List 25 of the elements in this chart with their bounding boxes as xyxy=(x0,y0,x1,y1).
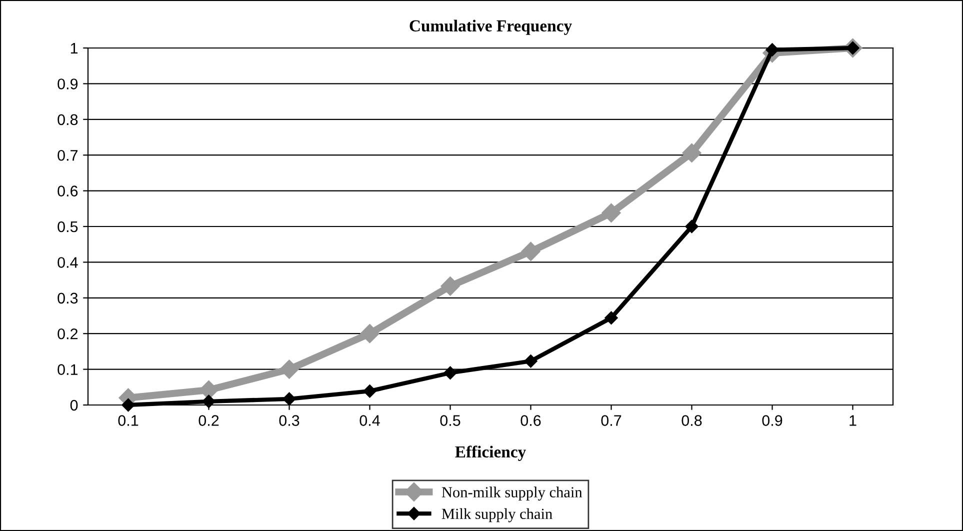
x-tick-label: 0.3 xyxy=(279,415,300,426)
y-tick-label: 0.1 xyxy=(58,364,78,375)
y-tick-label: 0 xyxy=(70,400,78,411)
x-tick-label: 0.5 xyxy=(440,415,460,426)
x-tick-label: 1 xyxy=(850,415,856,426)
x-tick-label: 0.4 xyxy=(360,415,380,426)
y-tick-label: 0.9 xyxy=(58,78,78,90)
x-axis-title: Efficiency xyxy=(455,446,526,461)
y-tick-label: 0.3 xyxy=(58,292,78,304)
x-tick-label: 0.7 xyxy=(601,415,622,426)
x-tick-label: 0.6 xyxy=(520,415,541,426)
y-tick-label: 0.4 xyxy=(58,257,78,268)
chart-title: Cumulative Frequency xyxy=(410,20,572,35)
legend-label: Non-milk supply chain xyxy=(442,486,582,501)
legend-label: Milk supply chain xyxy=(442,508,552,522)
y-tick-label: 0.6 xyxy=(58,186,78,196)
y-tick-label: 0.2 xyxy=(58,328,78,340)
x-tick-label: 0.9 xyxy=(762,415,782,426)
y-tick-label: 0.7 xyxy=(58,150,78,161)
x-tick-label: 0.8 xyxy=(682,415,702,426)
y-tick-label: 0.8 xyxy=(58,114,78,126)
y-tick-label: 0.5 xyxy=(58,221,78,232)
x-tick-label: 0.1 xyxy=(118,415,138,426)
y-tick-label: 1 xyxy=(70,43,78,54)
x-tick-label: 0.2 xyxy=(198,415,219,426)
